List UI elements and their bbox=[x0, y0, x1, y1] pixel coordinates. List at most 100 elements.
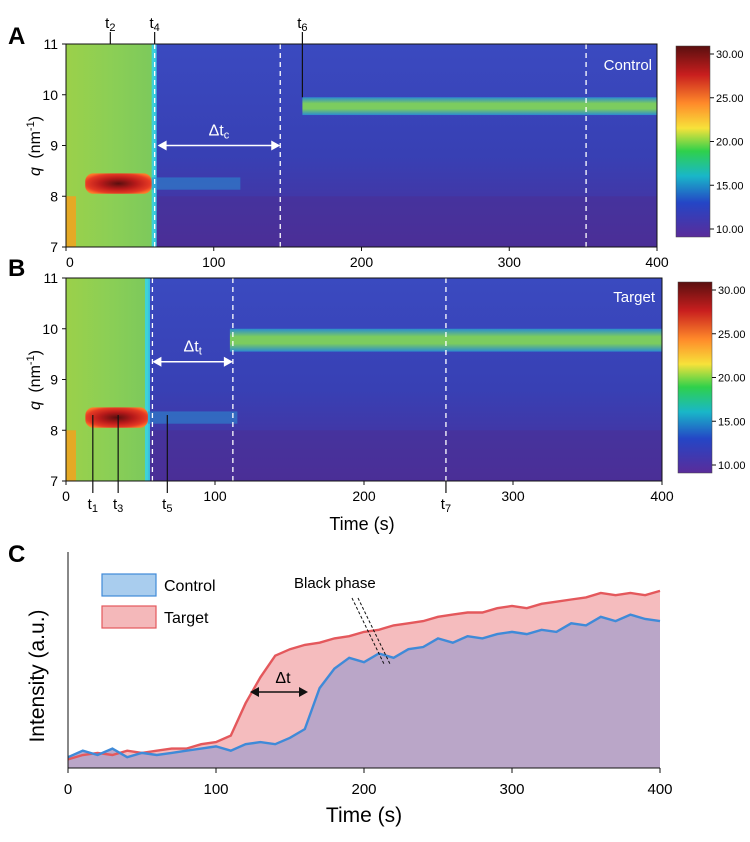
heat-peak-tail bbox=[147, 411, 238, 424]
x-tick-label: 100 bbox=[203, 781, 228, 798]
colorbar-tick-label: 30.00 bbox=[716, 49, 744, 61]
time-marker-sub: 6 bbox=[301, 22, 307, 34]
colorbar-b: 30.00 25.00 20.00 15.00 10.00 bbox=[677, 281, 746, 474]
y-tick-label: 7 bbox=[50, 473, 58, 489]
ylabel-b-unit: (nm bbox=[27, 365, 44, 393]
colorbar-tick-label: 10.00 bbox=[718, 460, 746, 472]
time-marker-sub: 4 bbox=[154, 22, 160, 34]
delta-t-arrowhead-left bbox=[250, 687, 259, 697]
x-tick-label: 300 bbox=[501, 488, 525, 504]
y-tick-label: 11 bbox=[43, 270, 58, 286]
panel-c-ylabel: Intensity (a.u.) bbox=[26, 609, 49, 742]
time-marker-t: t bbox=[441, 496, 446, 513]
time-marker-label: t4 bbox=[150, 15, 160, 34]
delta-label-main: Δt bbox=[209, 123, 225, 140]
delta-arrowhead-left bbox=[152, 356, 162, 367]
x-tick-label: 0 bbox=[66, 254, 74, 270]
legend-control-label: Control bbox=[164, 578, 216, 595]
time-marker-t: t bbox=[162, 496, 167, 513]
colorbar-tick-label: 20.00 bbox=[716, 137, 744, 149]
panel-c-letter: C bbox=[8, 541, 25, 568]
heat-peak bbox=[85, 407, 148, 428]
heat-new-phase bbox=[302, 97, 657, 116]
x-tick-label: 100 bbox=[203, 488, 227, 504]
y-tick-label: 9 bbox=[50, 372, 58, 388]
ylabel-b-q: q bbox=[27, 401, 44, 410]
panel-b-ylabel: q (nm-1) bbox=[25, 350, 44, 410]
time-marker-t: t bbox=[105, 15, 110, 32]
time-marker-sub: 5 bbox=[166, 503, 172, 515]
ylabel-a-close: ) bbox=[27, 116, 44, 121]
ylabel-a-unit: (nm bbox=[27, 131, 44, 159]
delta-arrowhead-right bbox=[223, 356, 233, 367]
y-tick-label: 10 bbox=[42, 87, 58, 103]
delta-label-sub: t bbox=[199, 346, 202, 358]
y-tick-label: 10 bbox=[42, 321, 58, 337]
legend-target-swatch bbox=[101, 605, 157, 629]
delta-arrowhead-right bbox=[271, 140, 281, 151]
heatmap-b-features bbox=[66, 278, 662, 481]
panel-b-label: Target bbox=[613, 289, 656, 306]
delta-t-label: Δt bbox=[275, 670, 291, 687]
panel-a-label: Control bbox=[604, 57, 652, 74]
x-tick-label: 300 bbox=[498, 254, 522, 270]
heat-initial-hot-edge bbox=[66, 196, 76, 247]
panel-c: C 0 100 200 300 400 Intensity (a.u.) Time (s… bbox=[8, 541, 673, 827]
heat-low-region bbox=[66, 196, 657, 247]
legend: Control Target bbox=[101, 573, 216, 629]
colorbar-b-bar bbox=[677, 281, 713, 474]
area-chart bbox=[67, 589, 661, 768]
panel-b-xlabel: Time (s) bbox=[329, 514, 394, 534]
colorbar-tick-label: 15.00 bbox=[718, 416, 746, 428]
time-marker-label: t2 bbox=[105, 15, 115, 34]
heatmap-a-features bbox=[66, 44, 657, 247]
ylabel-a-exp: -1 bbox=[25, 121, 37, 131]
control-area bbox=[68, 614, 660, 768]
legend-target-label: Target bbox=[164, 610, 209, 627]
x-tick-label: 400 bbox=[647, 781, 672, 798]
x-tick-label: 200 bbox=[350, 254, 374, 270]
time-marker-sub: 3 bbox=[117, 503, 123, 515]
panel-a-letter: A bbox=[8, 23, 25, 50]
black-phase-pointer-2 bbox=[357, 597, 391, 665]
panel-a-ylabel: q (nm-1) bbox=[25, 116, 44, 176]
ylabel-b-close: ) bbox=[27, 350, 44, 355]
panel-c-xlabel: Time (s) bbox=[326, 804, 402, 827]
ylabel-a-q: q bbox=[27, 167, 44, 176]
heat-peak bbox=[85, 173, 152, 194]
time-marker-label: t6 bbox=[297, 15, 307, 34]
ylabel-b-exp: -1 bbox=[25, 355, 37, 365]
delta-t-arrowhead-right bbox=[299, 687, 308, 697]
time-marker-sub: 7 bbox=[445, 503, 451, 515]
delta-t-annotation: Δt bbox=[250, 670, 308, 697]
time-marker-t: t bbox=[113, 496, 118, 513]
heat-peak-tail bbox=[151, 177, 241, 190]
colorbar-tick-label: 25.00 bbox=[716, 93, 744, 105]
heat-initial-phase bbox=[66, 278, 148, 481]
x-tick-label: 300 bbox=[499, 781, 524, 798]
time-marker-t: t bbox=[150, 15, 155, 32]
heatmap-b-axes: 7 8 9 10 11 100 200 300 400 0 bbox=[42, 270, 673, 504]
x-tick-label: 200 bbox=[351, 781, 376, 798]
time-marker-sub: 2 bbox=[109, 22, 115, 34]
x-tick-label: 200 bbox=[352, 488, 376, 504]
target-line bbox=[67, 589, 661, 761]
heat-new-phase bbox=[229, 328, 662, 352]
y-tick-label: 7 bbox=[50, 239, 58, 255]
delta-arrowhead-left bbox=[157, 140, 167, 151]
time-marker-t: t bbox=[297, 15, 302, 32]
x-tick-label: 400 bbox=[650, 488, 674, 504]
delta-label: Δtc bbox=[209, 123, 230, 142]
heat-low-region bbox=[66, 430, 662, 481]
x-tick-label: 100 bbox=[202, 254, 226, 270]
black-phase-annotation: Black phase bbox=[294, 575, 376, 592]
y-tick-label: 9 bbox=[50, 138, 58, 154]
time-marker-label: t5 bbox=[162, 496, 172, 515]
colorbar-a: 30.00 25.00 20.00 15.00 10.00 bbox=[675, 45, 744, 238]
area-chart-axes: 0 100 200 300 400 bbox=[64, 552, 673, 798]
colorbar-tick-label: 30.00 bbox=[718, 285, 746, 297]
